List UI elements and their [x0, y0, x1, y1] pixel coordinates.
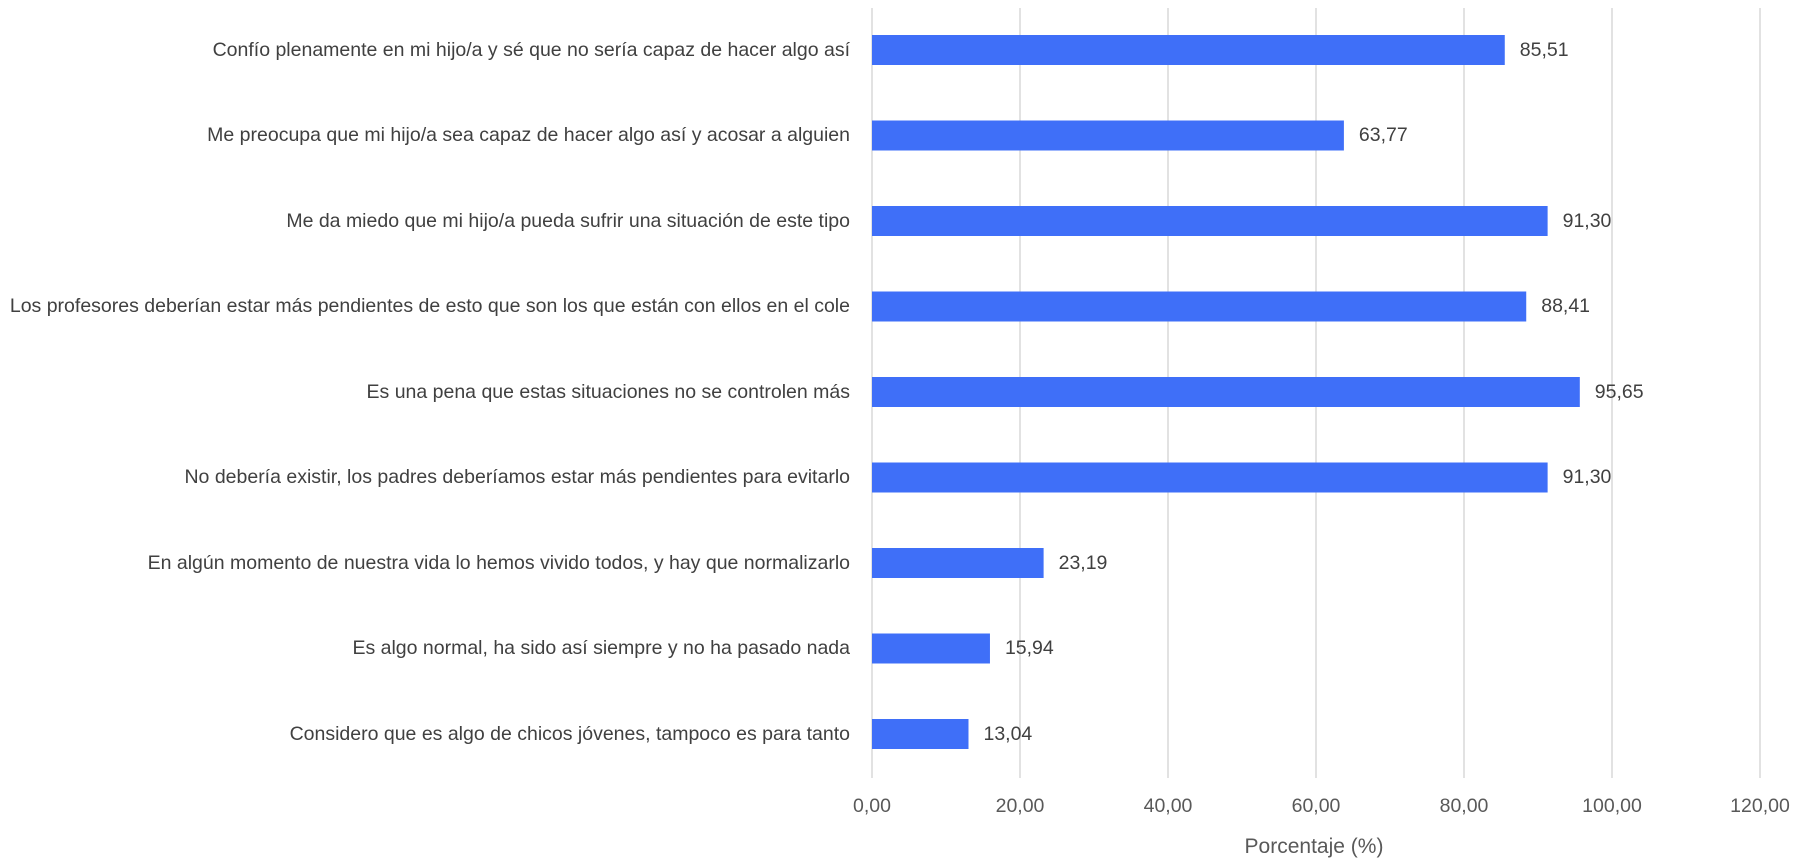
bars [872, 35, 1580, 749]
bar [872, 548, 1044, 578]
value-label: 13,04 [983, 722, 1033, 745]
value-label: 15,94 [1004, 637, 1054, 659]
value-label: 95,65 [1594, 380, 1644, 403]
category-label: Es algo normal, ha sido así siempre y no… [352, 637, 850, 659]
value-label: 63,77 [1358, 124, 1408, 146]
x-tick-label: 60,00 [1291, 795, 1341, 817]
value-label: 23,19 [1058, 551, 1108, 574]
x-tick-label: 40,00 [1143, 795, 1193, 817]
category-label: Me da miedo que mi hijo/a pueda sufrir u… [286, 209, 850, 232]
bar [872, 719, 969, 749]
category-label: Los profesores deberían estar más pendie… [9, 295, 850, 317]
x-tick-label: 20,00 [995, 795, 1045, 817]
bar [872, 206, 1548, 236]
category-label: Me preocupa que mi hijo/a sea capaz de h… [207, 124, 850, 146]
x-tick-label: 120,00 [1730, 795, 1790, 817]
bar [872, 35, 1505, 65]
bar [872, 120, 1344, 151]
value-label: 88,41 [1541, 295, 1591, 317]
bar [872, 633, 990, 664]
bar [872, 291, 1527, 322]
value-label: 91,30 [1562, 466, 1612, 488]
x-axis-title: Porcentaje (%) [1244, 835, 1384, 858]
x-tick-label: 100,00 [1582, 795, 1642, 817]
x-tick-label: 0,00 [853, 795, 891, 817]
bar [872, 462, 1548, 493]
category-label: Es una pena que estas situaciones no se … [366, 380, 850, 403]
category-label: En algún momento de nuestra vida lo hemo… [147, 551, 850, 574]
category-label: No debería existir, los padres deberíamo… [184, 466, 850, 488]
bar [872, 377, 1580, 407]
value-label: 91,30 [1562, 209, 1612, 232]
category-label: Confío plenamente en mi hijo/a y sé que … [212, 38, 850, 61]
value-label: 85,51 [1519, 38, 1569, 61]
x-tick-label: 80,00 [1439, 795, 1489, 817]
category-label: Considero que es algo de chicos jóvenes,… [289, 722, 850, 745]
